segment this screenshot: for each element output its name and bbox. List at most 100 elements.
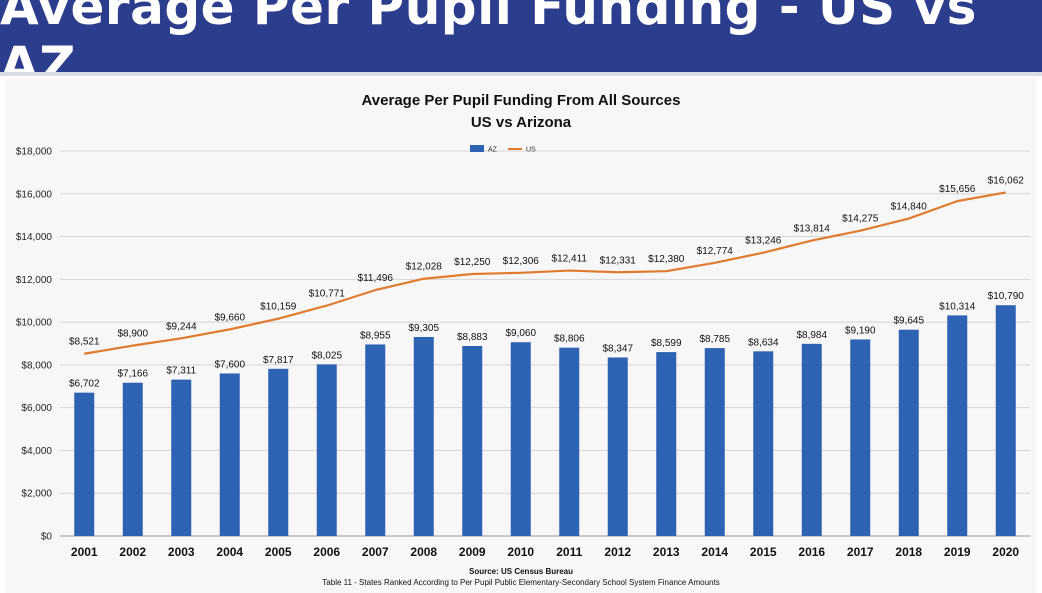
line-data-label: $12,774 <box>697 246 734 257</box>
bar-az <box>995 305 1016 536</box>
line-data-label: $14,840 <box>891 202 928 213</box>
line-data-label: $15,656 <box>939 184 976 195</box>
bar-az <box>656 352 677 536</box>
bar-az <box>219 373 240 536</box>
line-data-label: $10,159 <box>260 302 297 313</box>
legend-label-az: AZ <box>488 147 498 154</box>
line-data-label: $12,331 <box>600 255 637 266</box>
bar-data-label: $9,060 <box>505 328 536 339</box>
line-data-label: $9,244 <box>166 321 197 332</box>
bar-az <box>365 344 386 536</box>
line-data-label: $12,380 <box>648 254 685 265</box>
x-tick-label: 2006 <box>313 545 340 559</box>
line-data-label: $12,250 <box>454 257 491 268</box>
bar-az <box>559 347 580 536</box>
bar-az <box>268 368 289 536</box>
line-data-label: $8,900 <box>117 329 148 340</box>
x-tick-label: 2015 <box>750 545 777 559</box>
x-tick-label: 2016 <box>798 545 825 559</box>
bar-data-label: $8,984 <box>796 330 827 341</box>
bar-data-label: $7,311 <box>166 366 196 377</box>
bar-data-label: $10,790 <box>988 291 1025 302</box>
y-tick-label: $10,000 <box>16 318 53 329</box>
bar-az <box>122 382 143 536</box>
page-title: Average Per Pupil Funding - US vs AZ <box>0 0 977 94</box>
y-tick-label: $16,000 <box>16 189 53 200</box>
x-tick-label: 2017 <box>847 545 874 559</box>
legend-swatch-az <box>470 145 484 152</box>
x-tick-label: 2003 <box>168 545 195 559</box>
bar-data-label: $8,347 <box>602 343 633 354</box>
chart-subtitle: US vs Arizona <box>470 114 572 131</box>
bar-data-label: $9,645 <box>893 316 924 327</box>
legend-label-us: US <box>526 147 536 154</box>
y-tick-label: $14,000 <box>16 232 53 243</box>
bar-data-label: $8,955 <box>360 330 391 341</box>
bar-az <box>316 364 337 536</box>
line-data-label: $12,028 <box>406 262 443 273</box>
bar-az <box>74 392 95 536</box>
x-tick-label: 2007 <box>362 545 389 559</box>
x-tick-label: 2008 <box>410 545 437 559</box>
bar-data-label: $6,702 <box>69 379 100 390</box>
bar-az <box>607 357 628 536</box>
line-data-label: $16,062 <box>988 175 1025 186</box>
bar-az <box>947 315 968 536</box>
bar-data-label: $8,785 <box>699 334 730 345</box>
bar-az <box>801 343 822 536</box>
y-tick-label: $2,000 <box>21 489 52 500</box>
y-tick-label: $8,000 <box>21 360 52 371</box>
bar-data-label: $10,314 <box>939 301 976 312</box>
y-tick-label: $18,000 <box>16 147 53 158</box>
bar-data-label: $7,166 <box>117 369 148 380</box>
bar-az <box>850 339 871 536</box>
x-tick-label: 2019 <box>944 545 971 559</box>
x-tick-label: 2002 <box>119 545 146 559</box>
line-data-label: $9,660 <box>214 312 245 323</box>
line-data-label: $12,411 <box>552 254 588 265</box>
line-us <box>84 191 1006 355</box>
bar-az <box>171 379 192 536</box>
x-tick-label: 2013 <box>653 545 680 559</box>
bar-data-label: $9,190 <box>845 325 876 336</box>
table-note: Table 11 - States Ranked According to Pe… <box>322 578 720 587</box>
bar-data-label: $7,600 <box>214 359 245 370</box>
line-data-label: $13,246 <box>745 236 782 247</box>
bar-data-label: $8,806 <box>554 334 585 345</box>
y-tick-label: $12,000 <box>16 275 53 286</box>
bar-az <box>510 342 531 536</box>
y-tick-label: $6,000 <box>21 403 52 414</box>
line-data-label: $8,521 <box>69 337 100 348</box>
bar-data-label: $7,817 <box>263 355 294 366</box>
bar-az <box>462 346 483 536</box>
bar-data-label: $8,634 <box>748 337 779 348</box>
x-tick-label: 2018 <box>895 545 922 559</box>
banner-divider <box>0 72 1042 76</box>
bar-az <box>704 348 725 536</box>
bar-data-label: $8,883 <box>457 332 488 343</box>
bar-az <box>753 351 774 536</box>
chart-title: Average Per Pupil Funding From All Sourc… <box>361 92 681 109</box>
y-tick-label: $0 <box>41 532 53 543</box>
x-tick-label: 2014 <box>701 545 728 559</box>
bar-data-label: $8,599 <box>651 338 682 349</box>
x-tick-label: 2004 <box>216 545 243 559</box>
line-data-label: $11,496 <box>358 273 394 284</box>
x-tick-label: 2005 <box>265 545 292 559</box>
x-tick-label: 2001 <box>71 545 98 559</box>
y-tick-label: $4,000 <box>21 446 52 457</box>
title-banner: Average Per Pupil Funding - US vs AZ <box>0 0 1042 94</box>
bar-az <box>898 329 919 536</box>
bar-data-label: $9,305 <box>408 323 439 334</box>
x-tick-label: 2009 <box>459 545 486 559</box>
line-data-label: $12,306 <box>503 256 540 267</box>
x-tick-label: 2020 <box>992 545 1019 559</box>
line-data-label: $10,771 <box>309 289 346 300</box>
line-data-label: $13,814 <box>794 224 831 235</box>
x-tick-label: 2011 <box>556 545 582 559</box>
source-note: Source: US Census Bureau <box>468 567 574 576</box>
x-tick-label: 2010 <box>507 545 534 559</box>
x-tick-label: 2012 <box>604 545 631 559</box>
bar-az <box>413 336 434 536</box>
